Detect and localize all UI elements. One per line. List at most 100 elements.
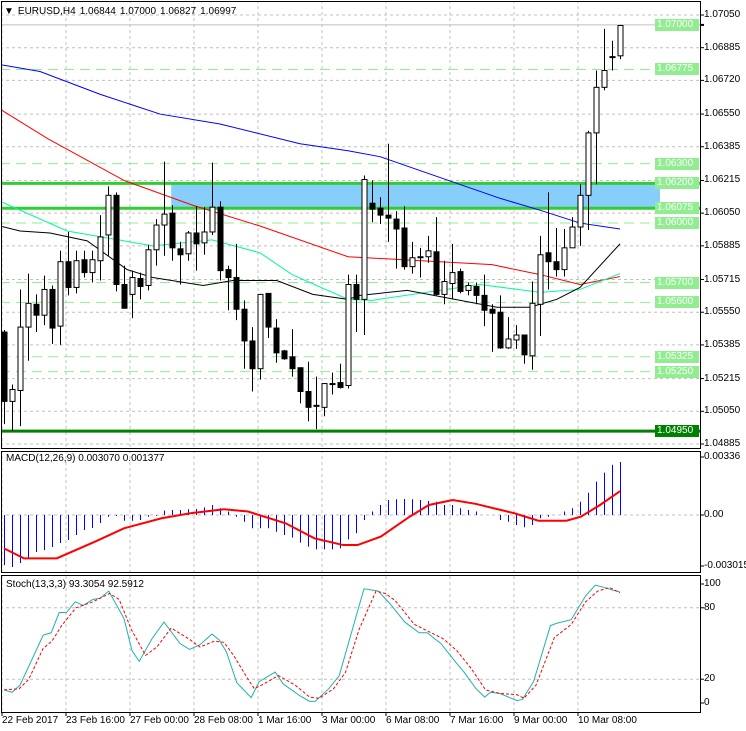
time-axis-label: 3 Mar 00:00 xyxy=(322,715,376,726)
price-axis-label: 1.06885 xyxy=(704,41,741,53)
candle-body xyxy=(401,227,408,268)
candle-body xyxy=(33,303,40,316)
price-axis-label: 1.06385 xyxy=(704,140,741,152)
time-axis-label: 7 Mar 16:00 xyxy=(450,715,504,726)
candle-body xyxy=(241,308,248,342)
candle-body xyxy=(89,259,96,274)
candle-body xyxy=(481,294,488,311)
candle-body xyxy=(353,283,360,300)
low-price: 1.06827 xyxy=(160,6,197,17)
time-axis-label: 23 Feb 16:00 xyxy=(66,715,125,726)
candle-body xyxy=(273,327,280,354)
stoch-axis-label: 80 xyxy=(704,601,716,613)
macd-axis-label: -0.003015 xyxy=(704,560,746,571)
candle-body xyxy=(297,367,304,392)
candle xyxy=(457,268,464,294)
price-axis-label: 1.05550 xyxy=(704,306,741,318)
candle xyxy=(25,273,32,361)
candle xyxy=(321,383,328,417)
candle xyxy=(225,265,232,311)
candle-body xyxy=(585,132,592,196)
level-price-label: 1.05600 xyxy=(655,296,699,309)
stoch-signal-value: 92.5912 xyxy=(107,579,144,590)
candle-body xyxy=(441,281,448,295)
candle xyxy=(393,211,400,269)
candle-body xyxy=(97,236,104,262)
stoch-main-value: 93.3054 xyxy=(68,579,105,590)
candle-body xyxy=(17,326,24,391)
price-panel-frame xyxy=(1,1,701,449)
candle xyxy=(105,186,112,256)
level-price-label: 1.05250 xyxy=(655,365,699,378)
candle xyxy=(577,184,584,246)
candle-body xyxy=(1,331,8,402)
level-price-label: 1.06200 xyxy=(655,177,699,190)
candle-body xyxy=(265,292,272,328)
macd-value: 0.003070 xyxy=(78,453,120,464)
candle-body xyxy=(329,383,336,386)
candle xyxy=(17,289,24,427)
candle xyxy=(97,215,104,281)
candle xyxy=(113,192,120,292)
candle xyxy=(449,243,456,300)
candle xyxy=(217,201,224,281)
candle-body xyxy=(257,293,264,370)
level-price-label: 1.06775 xyxy=(655,63,699,76)
candle-body xyxy=(561,247,568,271)
candle xyxy=(513,325,520,349)
candle-body xyxy=(201,231,208,244)
symbol-label: EURUSD,H4 xyxy=(17,6,76,17)
candle xyxy=(161,161,168,256)
candle xyxy=(9,384,16,432)
candle-body xyxy=(289,356,296,370)
time-axis-label: 28 Feb 08:00 xyxy=(194,715,253,726)
price-axis-label: 1.05050 xyxy=(704,405,741,417)
candle xyxy=(265,292,272,338)
price-axis-label: 1.05215 xyxy=(704,372,741,384)
candle-body xyxy=(377,207,384,216)
candle-body xyxy=(497,311,504,349)
chart-header: ▼ EURUSD,H4 1.06844 1.07000 1.06827 1.06997 xyxy=(4,6,240,18)
time-axis-label: 10 Mar 08:00 xyxy=(578,715,637,726)
candle xyxy=(89,250,96,283)
candle xyxy=(153,219,160,266)
candle xyxy=(145,244,152,291)
triangle-down-icon[interactable]: ▼ xyxy=(4,6,14,17)
candle xyxy=(313,376,320,430)
stoch-signal-line xyxy=(3,587,621,699)
candle xyxy=(329,372,336,395)
candle-body xyxy=(177,248,184,256)
candle xyxy=(209,162,216,235)
level-price-label: 1.06075 xyxy=(655,202,699,215)
stoch-main-line xyxy=(3,584,621,702)
candle-body xyxy=(417,256,424,259)
macd-signal-line xyxy=(3,490,621,560)
candle xyxy=(505,317,512,349)
time-axis-label: 6 Mar 08:00 xyxy=(386,715,440,726)
candle-body xyxy=(609,56,616,59)
candle-body xyxy=(617,25,624,57)
candle-body xyxy=(313,404,320,407)
candle xyxy=(193,206,200,271)
candle-body xyxy=(569,226,576,249)
candle-body xyxy=(601,69,608,88)
candle xyxy=(57,250,64,345)
price-axis-label: 1.06215 xyxy=(704,174,741,186)
candle-body xyxy=(113,194,120,285)
price-axis-label: 1.05715 xyxy=(704,273,741,285)
candle-body xyxy=(233,277,240,310)
candle xyxy=(233,243,240,321)
candle-body xyxy=(105,194,112,236)
candle-body xyxy=(41,288,48,316)
candle xyxy=(441,260,448,305)
open-price: 1.06844 xyxy=(79,6,116,17)
price-axis-label: 1.07050 xyxy=(704,9,741,20)
level-price-label: 1.05325 xyxy=(655,350,699,363)
candle-body xyxy=(225,269,232,279)
stoch-header: Stoch(13,3,3) 93.3054 92.5912 xyxy=(6,579,144,591)
candle xyxy=(473,282,480,305)
candle xyxy=(33,294,40,333)
candle xyxy=(617,24,624,60)
candle xyxy=(273,319,280,363)
